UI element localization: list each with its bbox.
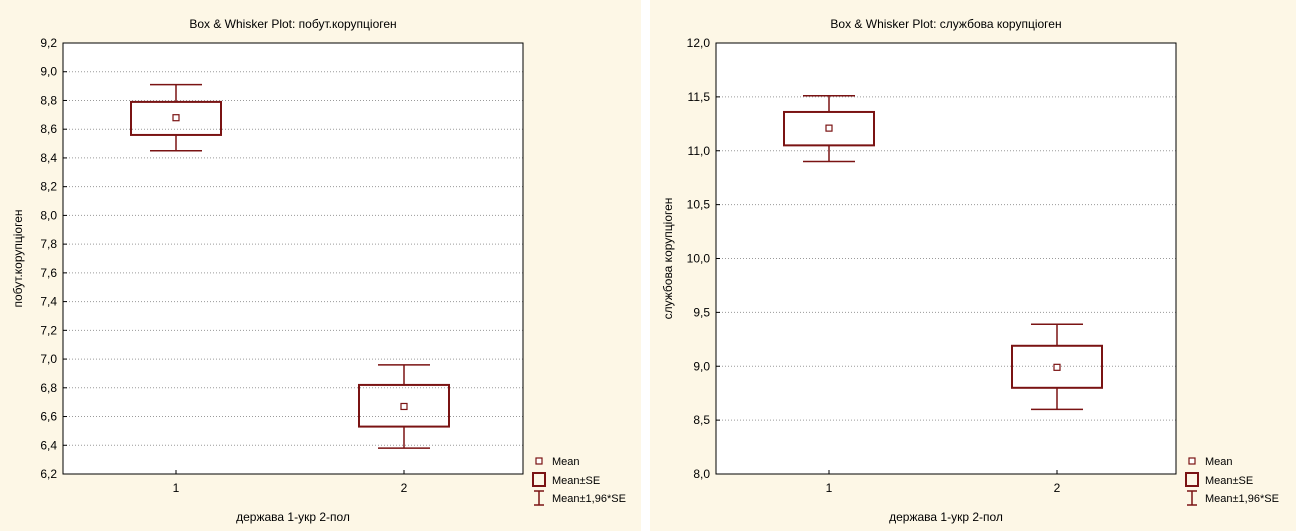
y-tick-label: 11,0 — [688, 144, 711, 158]
legend-mean-swatch — [1188, 457, 1196, 465]
y-tick-label: 10,5 — [687, 198, 711, 212]
y-tick-label: 6,2 — [40, 467, 57, 481]
se-box — [358, 383, 450, 428]
x-tick-label: 1 — [173, 481, 180, 495]
y-tick-label: 7,0 — [40, 352, 57, 366]
y-tick-label: 8,6 — [40, 122, 57, 136]
x-tick-label: 1 — [826, 481, 833, 495]
mean-marker — [172, 114, 180, 122]
y-tick-label: 10,0 — [687, 252, 711, 266]
legend-se-swatch — [532, 472, 546, 487]
y-tick-label: 8,8 — [40, 93, 57, 107]
y-tick-label: 9,0 — [40, 65, 57, 79]
legend-se-swatch — [1185, 472, 1199, 487]
legend: Mean Mean±SE Mean±1,96*SE — [1185, 456, 1279, 506]
box-group-1 — [130, 83, 222, 152]
box-plot-1: 6,2 6,4 6,6 6,8 7,0 7,2 7,4 7,6 7,8 8,0 8,2 8,4 8,6 8… — [11, 17, 626, 524]
legend-ci-swatch — [534, 490, 544, 506]
legend-se-label: Mean±SE — [1205, 475, 1253, 487]
y-tick-label: 7,6 — [40, 266, 57, 280]
y-tick-label: 8,2 — [40, 180, 57, 194]
se-box — [130, 100, 222, 136]
y-axis-label: службова корупціоген — [661, 198, 675, 320]
box-group-2 — [358, 364, 450, 449]
plot-frame — [62, 42, 524, 475]
box-plot-2: 8,0 8,5 9,0 9,5 10,0 10,5 11,0 11,5 12,0 1 2 Box & … — [661, 17, 1279, 524]
y-tick-label: 7,4 — [40, 295, 57, 309]
legend-se-label: Mean±SE — [552, 475, 600, 487]
y-tick-label: 6,8 — [40, 381, 57, 395]
mean-marker — [400, 402, 408, 411]
se-box — [783, 110, 875, 147]
y-tick-label: 7,8 — [40, 237, 57, 251]
legend-mean-swatch — [535, 457, 543, 465]
mean-marker — [1053, 363, 1061, 371]
y-tick-label: 9,5 — [693, 305, 710, 319]
y-tick-label: 9,0 — [693, 359, 710, 373]
y-tick-label: 6,6 — [40, 410, 57, 424]
y-tick-label: 12,0 — [687, 36, 711, 50]
legend-mean-label: Mean — [552, 456, 580, 468]
mean-marker — [825, 124, 833, 132]
legend-mean-label: Mean — [1205, 456, 1233, 468]
plot-frame — [715, 42, 1177, 475]
legend-ci-label: Mean±1,96*SE — [552, 493, 626, 505]
y-tick-label: 8,4 — [40, 151, 57, 165]
plot-area — [63, 43, 523, 474]
box-group-2 — [1011, 323, 1103, 411]
y-tick-label: 9,2 — [40, 36, 57, 50]
y-tick-label: 8,0 — [40, 208, 57, 222]
y-tick-label: 6,4 — [40, 438, 57, 452]
y-tick-label: 8,0 — [693, 467, 710, 481]
plot-area — [716, 43, 1176, 474]
legend-ci-label: Mean±1,96*SE — [1205, 493, 1279, 505]
se-box — [1011, 344, 1103, 389]
chart-title: Box & Whisker Plot: службова корупціоген — [830, 17, 1061, 31]
x-tick-label: 2 — [1054, 481, 1061, 495]
x-tick-label: 2 — [401, 481, 408, 495]
y-tick-label: 8,5 — [693, 413, 710, 427]
legend: Mean Mean±SE Mean±1,96*SE — [532, 456, 626, 506]
box-group-1 — [783, 95, 875, 163]
chart-panel-2: 8,0 8,5 9,0 9,5 10,0 10,5 11,0 11,5 12,0 1 2 Box & … — [650, 0, 1296, 531]
x-axis-label: держава 1-укр 2-пол — [236, 510, 350, 524]
y-tick-label: 7,2 — [40, 323, 57, 337]
chart-title: Box & Whisker Plot: побут.корупціоген — [189, 17, 396, 31]
y-tick-label: 11,5 — [688, 90, 711, 104]
legend-ci-swatch — [1187, 490, 1197, 506]
x-axis-label: держава 1-укр 2-пол — [889, 510, 1003, 524]
y-axis-label: побут.корупціоген — [11, 209, 25, 307]
chart-panel-1: 6,2 6,4 6,6 6,8 7,0 7,2 7,4 7,6 7,8 8,0 8,2 8,4 8,6 8… — [0, 0, 641, 531]
